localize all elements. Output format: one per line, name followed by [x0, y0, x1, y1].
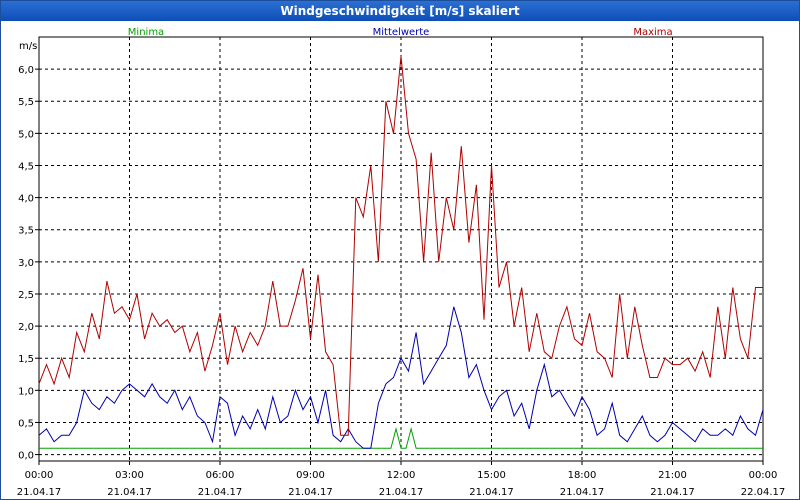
- x-tick-time: 15:00: [477, 470, 506, 481]
- x-tick-time: 00:00: [749, 470, 778, 481]
- legend-minima: Minima: [128, 27, 164, 38]
- y-tick-label: 4,0: [18, 194, 34, 205]
- x-tick-date: 21.04.17: [469, 487, 514, 498]
- y-tick-label: 0,5: [18, 418, 34, 429]
- x-tick-date: 21.04.17: [379, 487, 424, 498]
- legend-maxima: Maxima: [633, 27, 672, 38]
- x-tick-time: 12:00: [387, 470, 416, 481]
- x-tick-date: 21.04.17: [17, 487, 62, 498]
- y-tick-label: 3,5: [18, 226, 34, 237]
- x-tick-time: 00:00: [25, 470, 54, 481]
- x-tick-date: 21.04.17: [650, 487, 695, 498]
- x-tick-time: 09:00: [296, 470, 325, 481]
- y-tick-label: 3,0: [18, 258, 34, 269]
- y-tick-label: 5,5: [18, 97, 34, 108]
- x-tick-date: 21.04.17: [198, 487, 243, 498]
- series-minima-line: [39, 426, 763, 449]
- grid-lines: [39, 37, 763, 461]
- series-lines: [38, 56, 764, 449]
- y-tick-label: 2,0: [18, 322, 34, 333]
- series-maxima-line: [38, 56, 763, 436]
- x-tick-date: 21.04.17: [107, 487, 152, 498]
- x-tick-time: 03:00: [115, 470, 144, 481]
- x-tick-date: 22.04.17: [741, 487, 786, 498]
- x-tick-date: 21.04.17: [560, 487, 605, 498]
- y-tick-label: 6,0: [18, 65, 34, 76]
- x-tick-time: 21:00: [658, 470, 687, 481]
- y-tick-label: 2,5: [18, 290, 34, 301]
- y-axis: 0,0 0,5 1,0 1,5 2,0 2,5 3,0 3,5 4,0 4,5 5,0 5,5 6,0: [18, 65, 39, 462]
- y-tick-label: 5,0: [18, 129, 34, 140]
- x-tick-time: 06:00: [206, 470, 235, 481]
- y-tick-label: 0,0: [18, 451, 34, 462]
- wind-speed-chart: 0,00,51,01,52,02,53,03,54,04,55,05,56,0 …: [17, 27, 786, 498]
- y-tick-label: 4,5: [18, 161, 34, 172]
- y-tick-label: 1,0: [18, 386, 34, 397]
- x-axis: 00:00 21.04.17 03:00 21.04.17 06:00 21.04.17 0…: [17, 461, 786, 498]
- chart-title: Windgeschwindigkeit [m/s] skaliert: [1, 1, 799, 21]
- x-tick-time: 18:00: [568, 470, 597, 481]
- x-tick-date: 21.04.17: [288, 487, 333, 498]
- series-mittelwerte-line: [38, 306, 764, 449]
- y-axis-unit: m/s: [19, 41, 37, 52]
- y-tick-label: 1,5: [18, 354, 34, 365]
- legend-mittelwerte: Mittelwerte: [373, 27, 430, 38]
